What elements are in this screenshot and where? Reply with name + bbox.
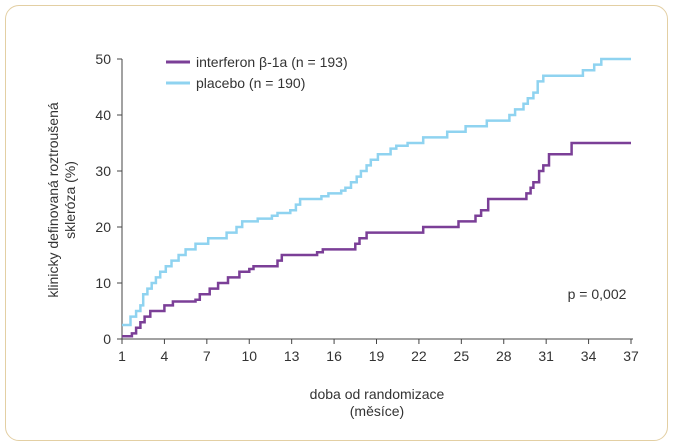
x-tick-label: 25 <box>454 348 470 364</box>
y-axis-title-line2: skleróza (%) <box>62 161 78 239</box>
x-tick-label: 28 <box>496 348 512 364</box>
chart-frame <box>5 5 668 441</box>
x-axis-title: doba od randomizace <box>310 386 445 402</box>
axes: 1 4 7 10 13 16 19 22 25 28 31 34 37 0 10 20 30 40 50 <box>95 51 639 364</box>
y-tick-label: 0 <box>103 331 111 347</box>
x-tick-label: 34 <box>581 348 597 364</box>
y-tick-label: 40 <box>95 107 111 123</box>
legend: interferon β-1a (n = 193) placebo (n = 1… <box>166 54 348 91</box>
x-tick-label: 19 <box>369 348 385 364</box>
x-tick-label: 1 <box>118 348 126 364</box>
y-tick-label: 30 <box>95 163 111 179</box>
x-tick-label: 4 <box>161 348 169 364</box>
y-tick-label: 20 <box>95 219 111 235</box>
x-tick-label: 10 <box>241 348 257 364</box>
series-line-placebo <box>122 57 631 327</box>
y-tick-label: 10 <box>95 275 111 291</box>
x-tick-label: 7 <box>203 348 211 364</box>
p-value-annotation: p = 0,002 <box>568 286 627 302</box>
y-axis-title: klinicky definovaná roztroušená <box>45 102 61 298</box>
y-tick-label: 50 <box>95 51 111 67</box>
legend-label-placebo: placebo (n = 190) <box>196 75 305 91</box>
x-tick-label: 37 <box>623 348 639 364</box>
series-line-interferon <box>122 141 631 338</box>
x-tick-label: 13 <box>284 348 300 364</box>
x-tick-label: 16 <box>326 348 342 364</box>
x-axis-unit: (měsíce) <box>350 403 404 419</box>
x-tick-label: 31 <box>538 348 554 364</box>
legend-label-interferon: interferon β-1a (n = 193) <box>196 54 348 70</box>
x-tick-label: 22 <box>411 348 427 364</box>
series-lines <box>122 57 631 338</box>
